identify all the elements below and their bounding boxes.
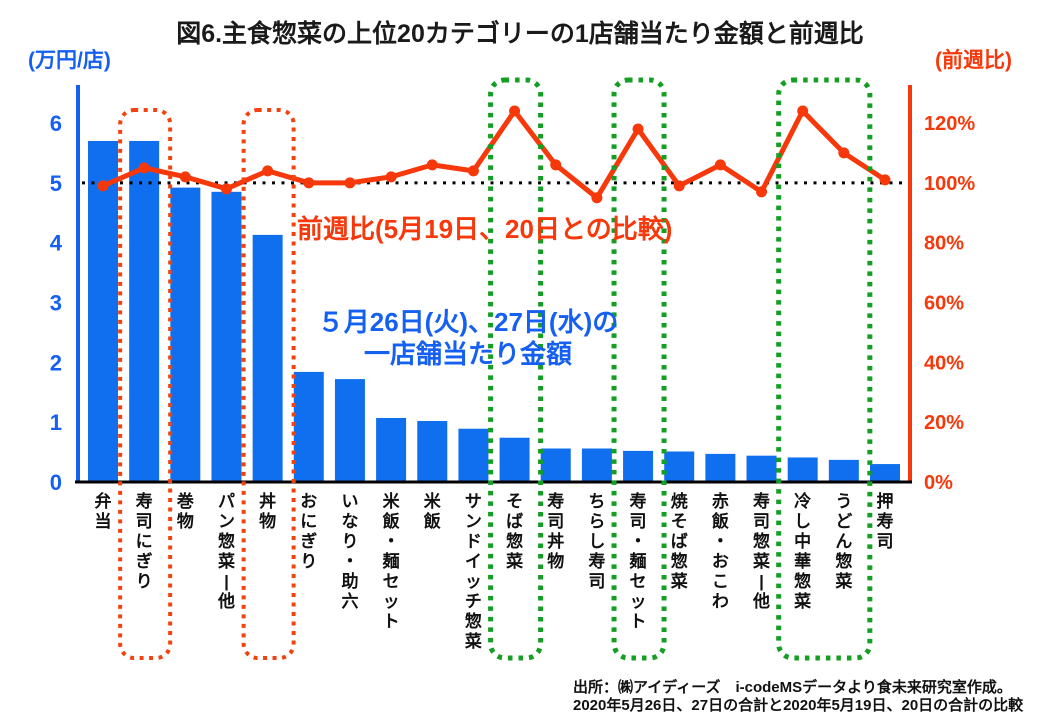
right-axis-tick: 20% bbox=[924, 412, 964, 434]
bar-series-annotation: ５月26日(火)、27日(水)の 一店舗当たり金額 bbox=[284, 306, 652, 370]
bar bbox=[787, 457, 818, 482]
line-point bbox=[591, 192, 603, 204]
line-point bbox=[303, 177, 315, 189]
line-series-annotation: 前週比(5月19日、20日との比較) bbox=[297, 214, 673, 244]
line-point bbox=[179, 171, 191, 183]
line-point bbox=[262, 165, 274, 177]
right-axis-tick: 0% bbox=[924, 472, 953, 494]
source-note: 出所：㈱アイディーズ i-codeMSデータより食未来研究室作成。 2020年5… bbox=[573, 679, 1023, 715]
bar bbox=[293, 371, 324, 482]
bar-series-annotation-line2: 一店舗当たり金額 bbox=[363, 339, 572, 369]
bar bbox=[417, 420, 448, 482]
right-axis-tick: 100% bbox=[924, 173, 975, 195]
bar bbox=[170, 187, 201, 482]
bar bbox=[458, 428, 489, 482]
left-axis-tick: 0 bbox=[50, 470, 62, 495]
line-point bbox=[550, 159, 562, 171]
chart-title: 図6.主食惣菜の上位20カテゴリーの1店舗当たり金額と前週比 bbox=[176, 20, 864, 48]
line-series bbox=[100, 108, 888, 201]
left-axis-tick: 1 bbox=[50, 410, 62, 435]
green-highlight-box bbox=[488, 77, 544, 661]
left-axis-unit-label: (万円/店) bbox=[28, 49, 111, 72]
line-point bbox=[838, 147, 850, 159]
line-point bbox=[385, 171, 397, 183]
left-axis-tick: 2 bbox=[50, 350, 62, 375]
bar bbox=[129, 140, 160, 482]
left-axis-tick: 4 bbox=[50, 231, 63, 256]
bar-series-annotation-line1: ５月26日(火)、27日(水)の bbox=[317, 307, 619, 337]
bar bbox=[376, 417, 407, 482]
green-highlight-box bbox=[776, 77, 873, 661]
bar bbox=[828, 459, 859, 482]
source-note-line2: 2020年5月26日、27日の合計と2020年5月19日、20日の合計の比較 bbox=[573, 697, 1024, 714]
bar bbox=[540, 448, 571, 482]
bar bbox=[746, 455, 777, 482]
line-point bbox=[467, 165, 479, 177]
green-highlight-box bbox=[611, 77, 667, 661]
right-axis-tick: 120% bbox=[924, 113, 975, 135]
line-point bbox=[138, 162, 150, 174]
bar bbox=[623, 450, 654, 482]
line-point bbox=[97, 180, 109, 192]
bar bbox=[581, 448, 612, 482]
bar bbox=[870, 464, 900, 482]
bar bbox=[664, 451, 695, 482]
line-point bbox=[673, 180, 685, 192]
bar bbox=[334, 379, 365, 482]
right-axis-tick: 80% bbox=[924, 233, 964, 255]
right-axis-tick: 40% bbox=[924, 352, 964, 374]
bar bbox=[252, 234, 283, 482]
bar bbox=[88, 140, 118, 482]
right-axis-unit-label: (前週比) bbox=[935, 49, 1012, 72]
source-note-line1: 出所：㈱アイディーズ i-codeMSデータより食未来研究室作成。 bbox=[573, 679, 1012, 696]
line-point bbox=[714, 159, 726, 171]
left-axis-tick: 5 bbox=[50, 171, 62, 196]
right-axis-tick: 60% bbox=[924, 293, 964, 315]
red-highlight-box bbox=[241, 108, 296, 660]
bar bbox=[211, 191, 242, 482]
line-point bbox=[509, 105, 521, 117]
line-point bbox=[756, 186, 768, 198]
line-point bbox=[797, 105, 809, 117]
bar bbox=[499, 437, 530, 482]
red-highlight-box bbox=[118, 108, 173, 660]
line-point bbox=[426, 159, 438, 171]
bar bbox=[705, 453, 736, 482]
line-point bbox=[632, 123, 644, 135]
left-axis-tick: 3 bbox=[50, 291, 62, 316]
line-point bbox=[879, 174, 891, 186]
line-point bbox=[344, 177, 356, 189]
left-axis-tick: 6 bbox=[50, 111, 62, 136]
line-point bbox=[220, 183, 232, 195]
